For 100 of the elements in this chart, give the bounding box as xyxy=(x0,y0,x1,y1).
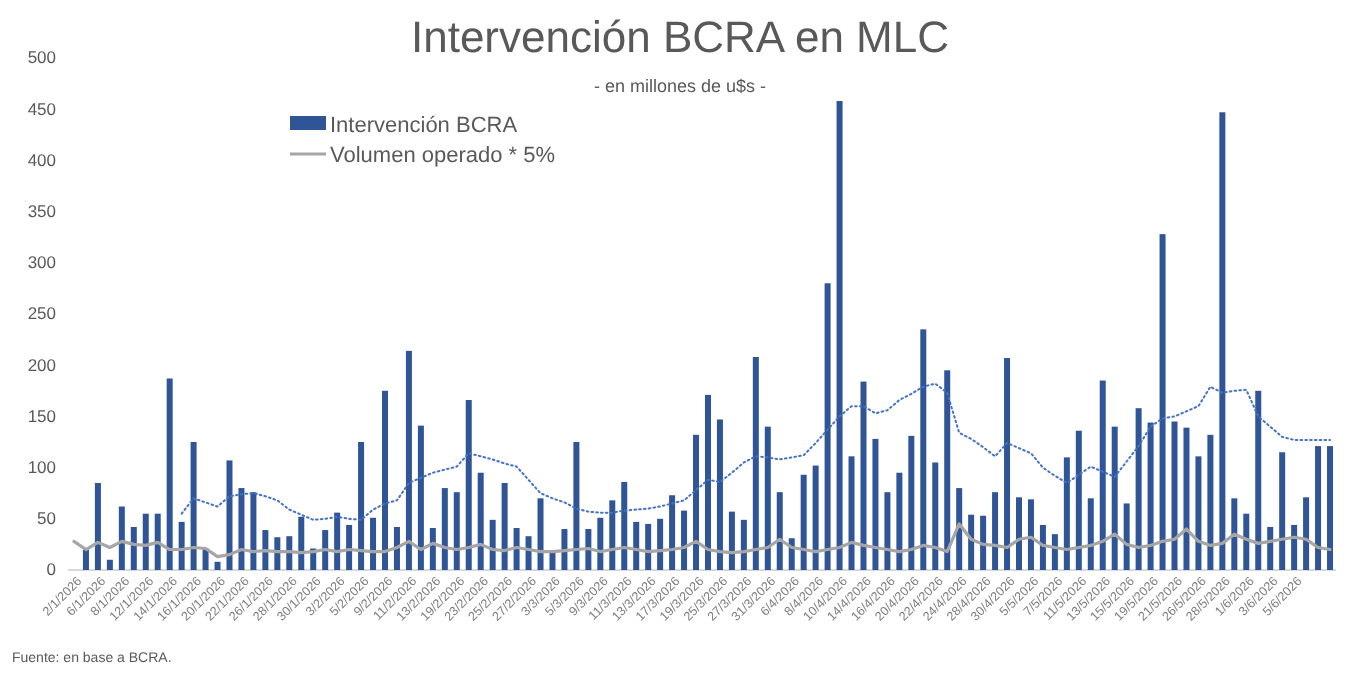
bar xyxy=(860,381,867,570)
y-tick-label: 450 xyxy=(27,98,57,119)
bar xyxy=(358,442,365,570)
bar xyxy=(322,530,329,570)
bar xyxy=(226,460,233,570)
y-tick-label: 0 xyxy=(46,559,57,580)
legend-label: Intervención BCRA xyxy=(330,114,519,138)
chart-title: Intervención BCRA en MLC xyxy=(410,12,950,62)
bar xyxy=(154,513,161,570)
bar xyxy=(968,514,975,570)
bar xyxy=(118,506,125,570)
bar xyxy=(489,519,496,570)
bar xyxy=(836,101,843,570)
bar xyxy=(728,511,735,570)
bar xyxy=(166,378,173,570)
bar xyxy=(657,518,664,570)
bar xyxy=(1279,452,1286,570)
bar xyxy=(250,492,257,570)
y-tick-label: 250 xyxy=(27,303,57,324)
bar xyxy=(1267,526,1274,570)
y-tick-label: 50 xyxy=(37,508,57,529)
bar xyxy=(908,435,915,570)
bar xyxy=(573,442,580,570)
bar xyxy=(645,523,652,570)
bar xyxy=(513,528,520,570)
bar xyxy=(740,519,747,570)
bar xyxy=(1087,498,1094,570)
bar xyxy=(704,394,711,570)
line-series xyxy=(180,382,1332,521)
bar xyxy=(716,419,723,570)
bar xyxy=(1027,499,1034,570)
bar xyxy=(812,465,819,570)
bar xyxy=(382,390,388,570)
bar xyxy=(1195,456,1202,570)
bar xyxy=(1159,234,1166,570)
y-tick-label: 200 xyxy=(27,354,57,375)
bar xyxy=(262,530,269,570)
bar xyxy=(1004,358,1011,570)
bar xyxy=(106,559,113,570)
bar xyxy=(549,551,556,570)
bar xyxy=(920,329,927,570)
bar xyxy=(1219,112,1226,570)
bar xyxy=(681,510,688,570)
bar xyxy=(238,488,245,570)
bar xyxy=(1255,390,1262,570)
bar xyxy=(94,482,101,570)
bar xyxy=(477,472,484,570)
bar xyxy=(1243,513,1250,570)
bar xyxy=(872,438,879,570)
bar xyxy=(1063,457,1070,570)
bar xyxy=(429,528,436,570)
y-tick-label: 500 xyxy=(27,47,57,68)
bar xyxy=(334,512,341,570)
y-tick-label: 150 xyxy=(27,405,57,426)
bar xyxy=(896,472,903,570)
bar xyxy=(609,500,616,570)
bar xyxy=(1135,408,1142,570)
bar xyxy=(1051,534,1058,570)
bar xyxy=(405,350,412,570)
bar xyxy=(298,516,305,570)
bar xyxy=(1123,503,1130,570)
bar xyxy=(130,526,137,570)
y-tick-label: 350 xyxy=(27,201,57,222)
bar xyxy=(824,283,831,570)
bar xyxy=(214,561,221,570)
y-tick-label: 100 xyxy=(27,457,57,478)
bar xyxy=(1171,421,1178,570)
bar xyxy=(1183,427,1190,570)
bar xyxy=(884,492,891,570)
bar xyxy=(992,492,999,570)
bar xyxy=(1039,524,1046,570)
bar xyxy=(1207,434,1214,570)
bar xyxy=(1147,422,1154,570)
bar xyxy=(561,529,568,570)
bar xyxy=(465,400,472,570)
bar xyxy=(633,521,640,570)
bar xyxy=(956,488,963,570)
line-series xyxy=(72,522,1332,559)
bar xyxy=(453,492,460,570)
bar xyxy=(800,474,807,570)
bar xyxy=(1016,497,1022,570)
bar xyxy=(1111,426,1118,570)
bar xyxy=(346,524,353,570)
bar xyxy=(1327,446,1334,570)
bar xyxy=(980,515,987,570)
bar xyxy=(932,462,939,570)
bar xyxy=(274,537,281,570)
bar xyxy=(693,434,700,570)
bar xyxy=(1315,446,1322,570)
bar xyxy=(669,495,676,570)
bar xyxy=(764,426,771,570)
bar xyxy=(82,549,89,570)
bar xyxy=(621,481,628,570)
legend-label: Volumen operado * 5% xyxy=(330,144,556,168)
bar xyxy=(1099,380,1106,570)
y-tick-label: 400 xyxy=(27,149,57,170)
bar xyxy=(501,482,508,570)
y-tick-label: 300 xyxy=(27,252,57,273)
bar xyxy=(597,517,604,570)
bar xyxy=(178,521,185,570)
